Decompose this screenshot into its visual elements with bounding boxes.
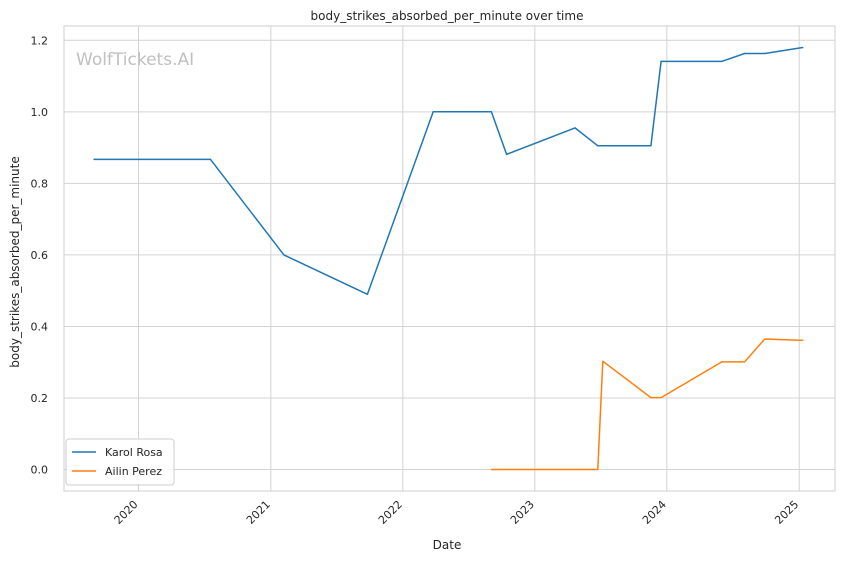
gridlines [64,26,835,491]
data-point [744,52,746,55]
series-line-ailin-perez [491,338,803,471]
y-tick-label: 1.0 [31,106,49,119]
x-axis-label: Date [433,538,462,552]
watermark-text: WolfTickets.AI [76,50,194,70]
x-tick-label: 2023 [508,498,537,527]
legend-label: Ailin Perez [105,465,162,478]
data-point [506,153,508,155]
y-tick-label: 0.6 [31,249,49,262]
y-tick-label: 0.2 [31,392,49,405]
chart-title: body_strikes_absorbed_per_minute over ti… [311,9,584,23]
legend: Karol Rosa Ailin Perez [65,438,175,486]
data-point [490,111,492,113]
series-line-karol-rosa [94,46,803,296]
data-point [764,52,766,55]
data-point [650,397,652,399]
y-tick-label: 0.0 [31,464,49,477]
data-point [802,46,804,49]
y-tick-label: 0.8 [31,177,49,190]
legend-label: Karol Rosa [105,446,163,459]
x-tick-label: 2022 [376,498,405,527]
data-point [650,145,652,147]
y-tick-label: 1.2 [31,34,49,47]
data-point [209,158,212,160]
y-tick-label: 0.4 [31,320,49,333]
x-tick-label: 2025 [772,498,801,527]
data-point [366,293,368,295]
data-point [744,361,746,363]
data-point [602,360,604,362]
data-point [660,397,662,399]
x-tick-label: 2020 [112,498,141,527]
x-tick-label: 2021 [244,498,273,527]
data-point [764,338,766,340]
data-point [283,254,285,256]
plot-frame [63,25,836,492]
data-point [93,158,95,160]
data-point [802,339,804,341]
data-point [597,145,599,147]
series-lines [93,46,804,471]
x-tick-label: 2024 [640,498,669,527]
data-point [660,60,662,63]
y-tick-labels: 0.0 0.2 0.4 0.6 0.8 1.0 1.2 [31,34,49,476]
data-point [574,127,576,129]
data-point [721,361,723,363]
data-point [432,111,434,113]
data-point [721,60,723,63]
legend-box [65,438,175,486]
y-axis-label: body_strikes_absorbed_per_minute [8,156,22,367]
data-point [490,468,492,471]
x-tick-labels: 2020 2021 2022 2023 2024 2025 [112,498,802,527]
data-point [597,468,599,471]
